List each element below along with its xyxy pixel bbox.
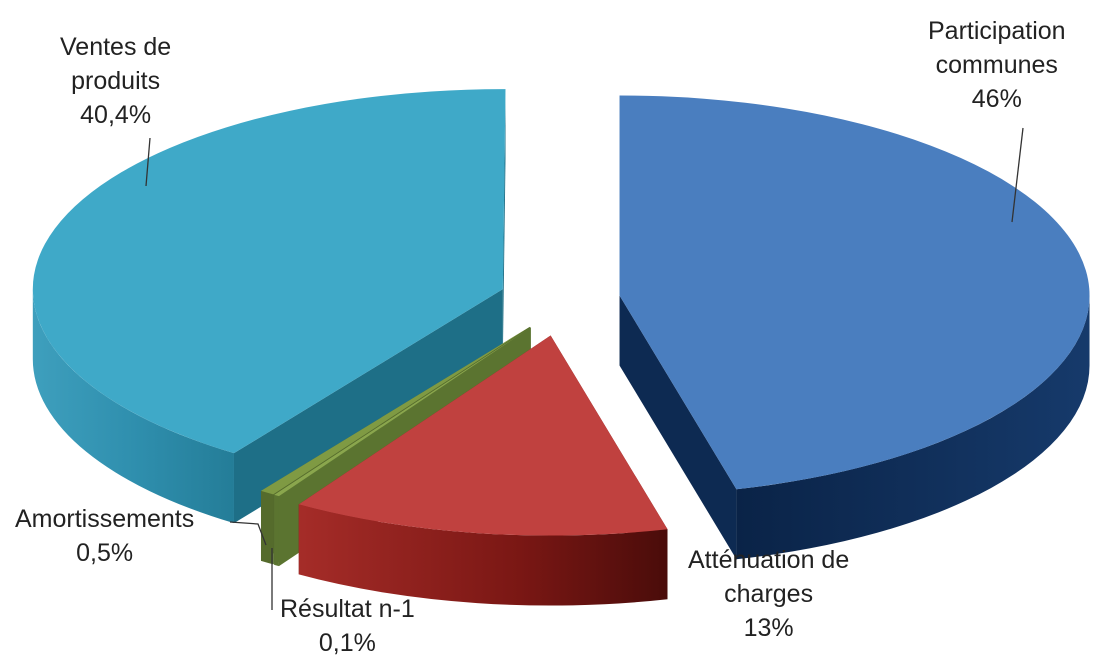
pie-slice-ventes-de-produits [32,89,506,524]
leader-line-ventes [145,137,151,187]
leader-line-participation [1011,127,1024,223]
data-label-attenuation-charges: Atténuation de charges 13% [688,546,850,642]
data-label-resultat-n-1: Résultat n-1 0,1% [280,595,415,657]
data-label-ventes-de-produits: Ventes de produits 40,4% [60,33,172,129]
data-label-amortissements: Amortissements 0,5% [15,505,195,567]
data-label-participation-communes: Participation communes 46% [928,17,1066,113]
pie-slice-participation-communes [619,95,1090,560]
pie-slice-att-nuation-de-charges [298,335,668,606]
leader-line-amortissements [229,521,267,546]
